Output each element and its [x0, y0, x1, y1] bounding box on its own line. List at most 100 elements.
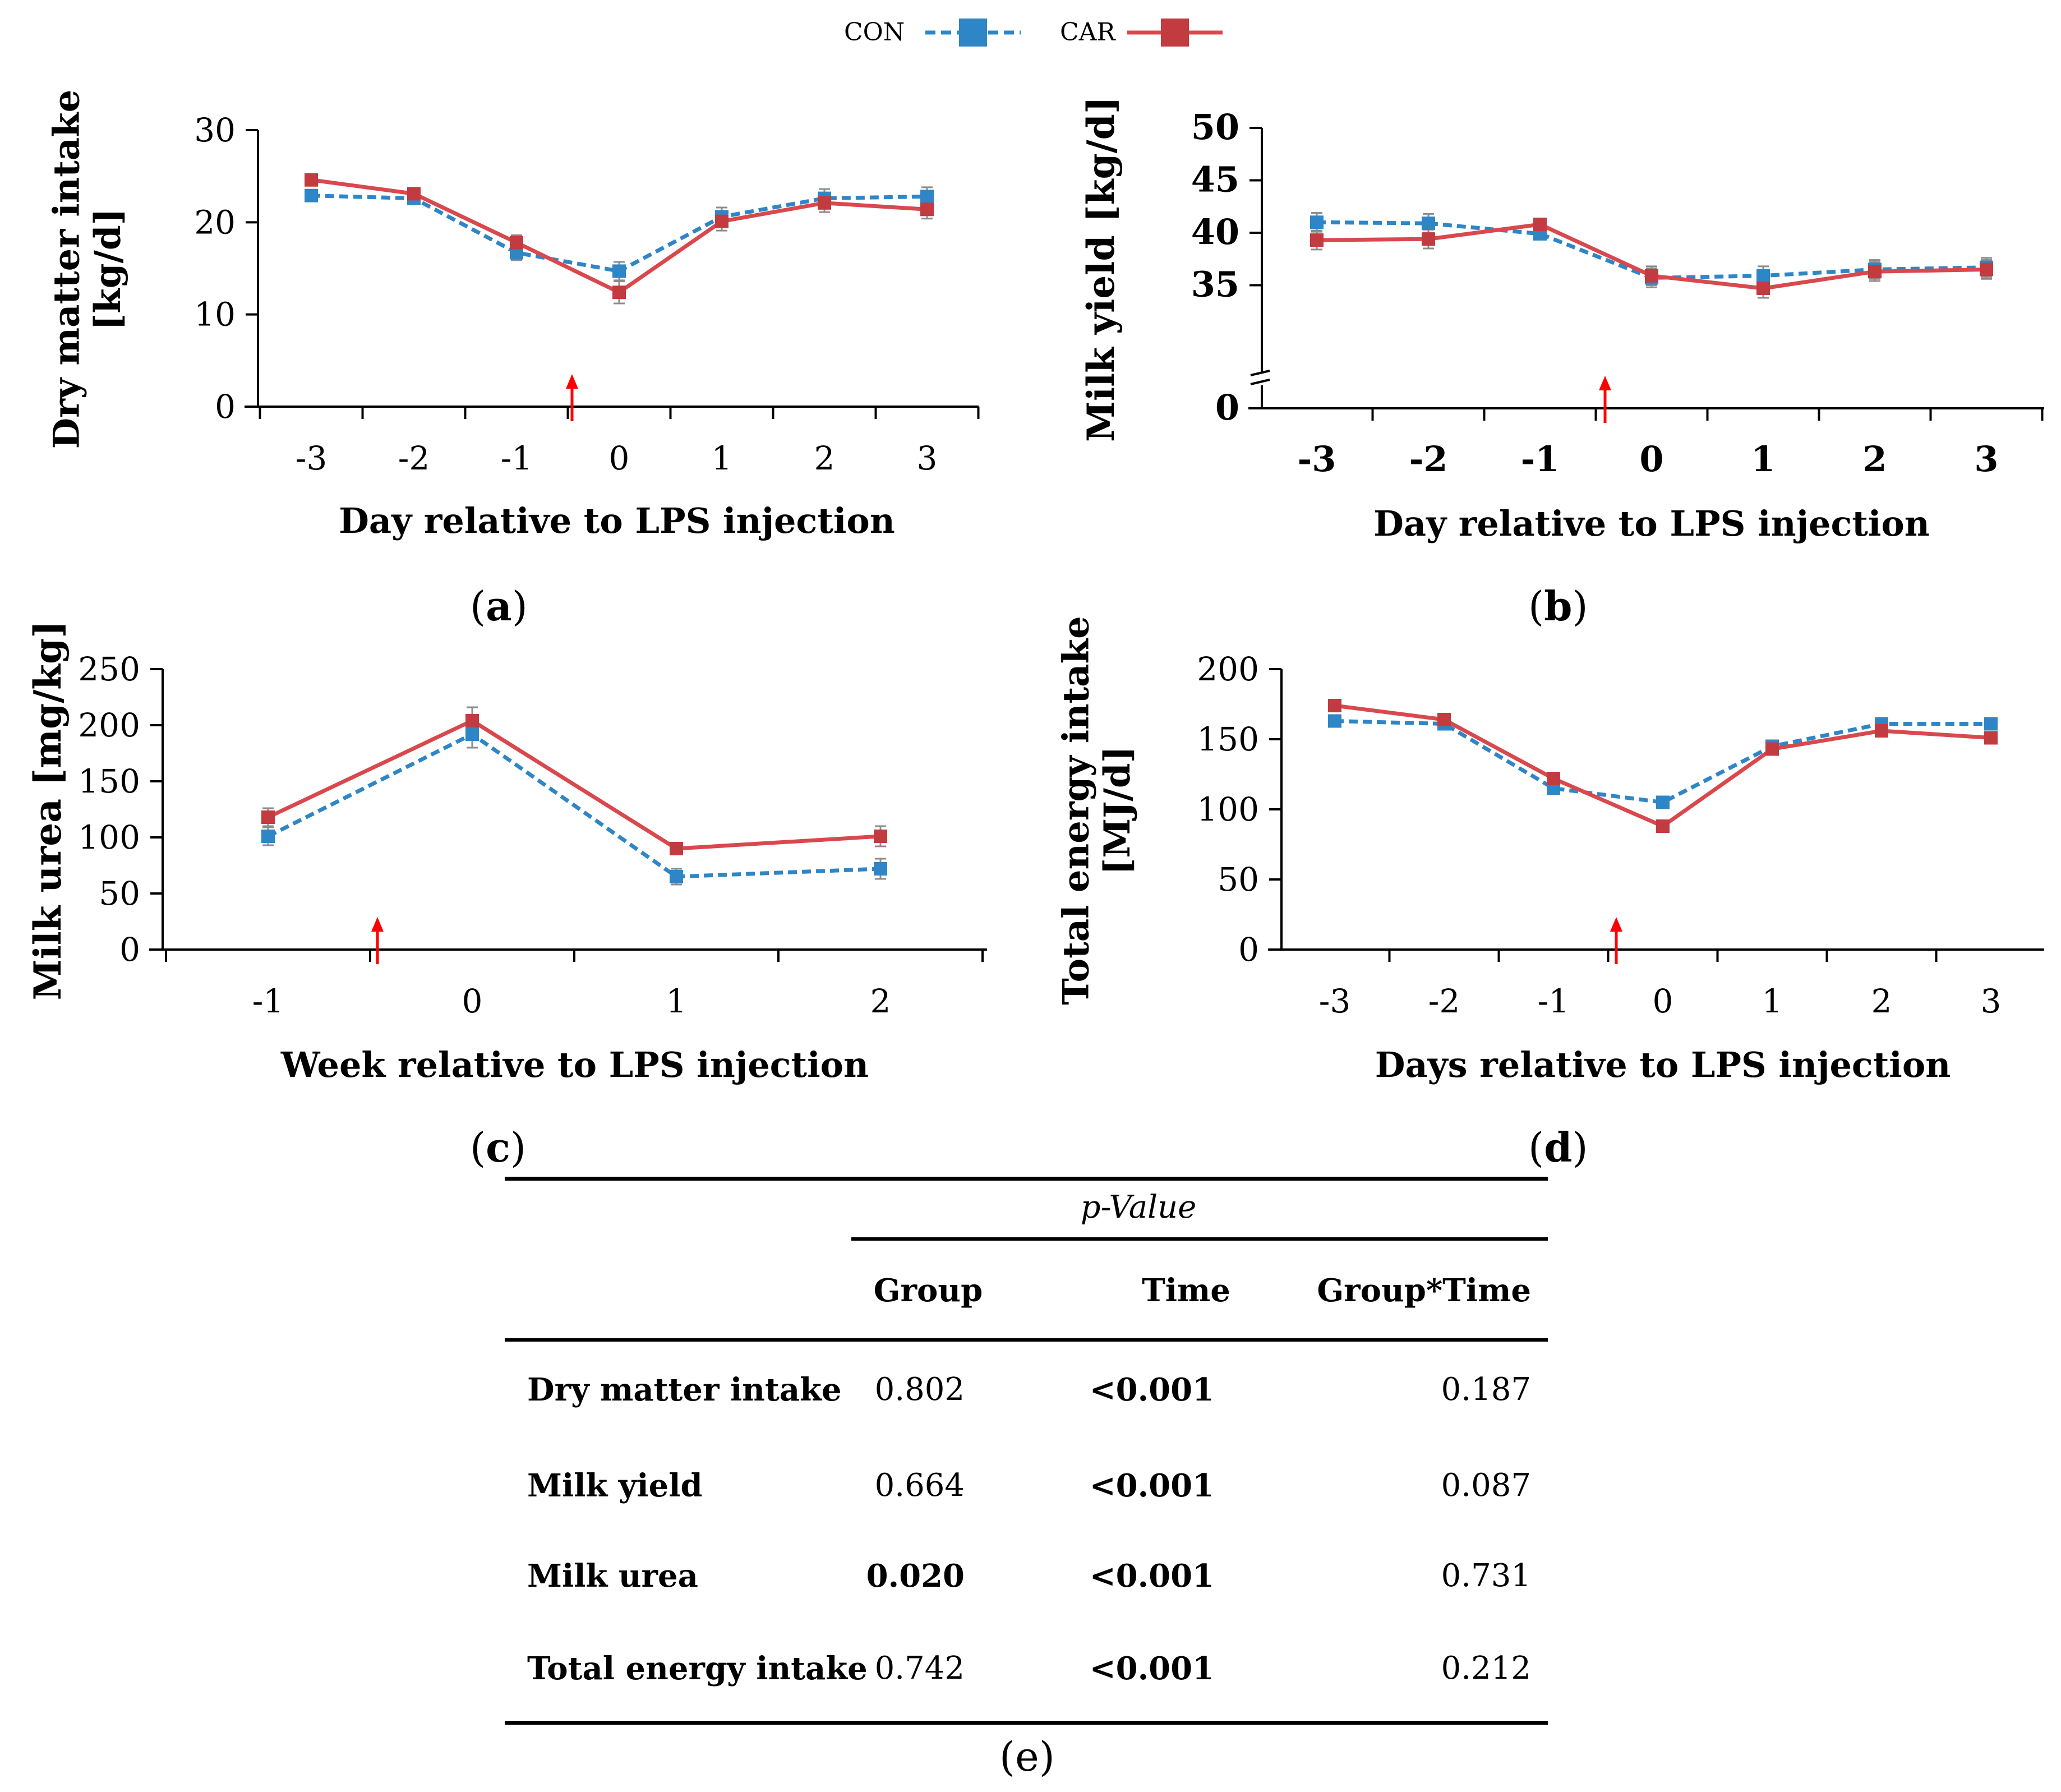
caption-a: (a)	[470, 582, 528, 630]
legend-label-con: CON	[844, 18, 905, 47]
data-point-car	[1533, 218, 1547, 232]
y-axis-label: Milk yield [kg/d]	[1079, 96, 1123, 442]
lps-arrow-head	[1599, 376, 1611, 390]
data-point-con	[465, 727, 479, 741]
cell-group-time: 0.087	[1441, 1467, 1531, 1504]
x-tick-label: -1	[501, 439, 533, 477]
x-tick-label: 2	[870, 982, 891, 1020]
col-header-time: Time	[1142, 1272, 1230, 1309]
data-point-car	[261, 810, 275, 824]
data-point-car	[1984, 731, 1998, 745]
x-tick-label: 1	[1751, 439, 1775, 480]
y-tick-label: 0	[1215, 387, 1239, 428]
caption-e: (e)	[999, 1733, 1055, 1780]
y-tick-label: 200	[78, 706, 140, 744]
chart-dry-matter-intake: 0 10 20 30 -3 -2 -1 0 1 2 3 Day relative to LPS inj…	[46, 90, 980, 541]
data-point-con	[1984, 717, 1998, 731]
data-point-car	[305, 173, 318, 187]
caption-b-letter: b	[1544, 582, 1573, 630]
data-point-car	[1656, 819, 1670, 833]
row-label: Milk yield	[527, 1467, 703, 1504]
row-label: Dry matter intake	[527, 1371, 842, 1408]
lps-arrow-head	[566, 374, 578, 389]
caption-d-letter: d	[1544, 1123, 1573, 1171]
y-tick-label: 0	[1238, 930, 1259, 969]
data-point-car	[715, 214, 729, 228]
y-axis-label: [MJ/d]	[1096, 746, 1138, 875]
data-point-car	[1980, 262, 1993, 277]
data-point-con	[261, 830, 275, 843]
data-point-car	[510, 236, 523, 250]
y-axis-label: Dry matter intake	[46, 90, 88, 449]
x-tick-label: -3	[1319, 982, 1351, 1020]
legend-marker-car	[1161, 19, 1189, 47]
y-tick-label: 35	[1191, 264, 1239, 305]
cell-group: 0.802	[874, 1371, 965, 1408]
lps-arrow-head	[371, 917, 384, 932]
cell-time: <0.001	[1089, 1558, 1214, 1595]
data-point-car	[1437, 713, 1451, 726]
table-header-rule	[505, 1338, 1548, 1342]
y-tick-label: 250	[78, 650, 140, 688]
data-point-car	[874, 830, 887, 843]
y-tick-label: 150	[1197, 720, 1259, 758]
x-tick-label: -1	[1521, 439, 1560, 480]
y-tick-label: 200	[1197, 650, 1259, 688]
x-tick-label: 3	[1974, 439, 1998, 480]
data-point-con	[1422, 216, 1435, 231]
x-axis-label: Week relative to LPS injection	[280, 1044, 869, 1085]
series-line-con	[267, 732, 881, 879]
caption-c: (c)	[470, 1123, 527, 1171]
y-tick-label: 40	[1191, 211, 1239, 252]
data-point-car	[1756, 282, 1770, 296]
data-point-con	[1310, 215, 1324, 229]
series-line-car	[267, 718, 881, 851]
x-tick-label: -3	[1298, 439, 1336, 480]
data-point-con	[1756, 269, 1770, 283]
x-tick-label: 1	[712, 439, 732, 477]
x-tick-label: 2	[1871, 982, 1892, 1020]
y-tick-label: 20	[194, 203, 236, 241]
x-tick-label: -3	[296, 439, 328, 477]
table-bottom-rule	[505, 1721, 1548, 1725]
x-tick-label: 3	[1981, 982, 2002, 1020]
y-tick-label: 0	[119, 930, 140, 969]
data-point-car	[465, 714, 479, 727]
data-point-car	[1547, 772, 1560, 785]
data-point-con	[874, 862, 887, 876]
data-point-car	[1422, 232, 1435, 246]
y-tick-label: 45	[1191, 159, 1239, 200]
x-tick-label: 0	[1653, 982, 1673, 1020]
data-point-car	[1645, 269, 1658, 283]
p-value-table: p-Value Group Time Group*Time Dry matter…	[505, 1167, 1548, 1727]
y-tick-label: 50	[1191, 107, 1239, 148]
x-tick-label: 1	[666, 982, 687, 1020]
legend: CON CAR	[844, 18, 1223, 47]
x-tick-label: -2	[1428, 982, 1460, 1020]
cell-time: <0.001	[1089, 1467, 1214, 1504]
data-point-car	[670, 842, 683, 855]
y-axis-label: Milk urea [mg/kg]	[26, 621, 70, 1001]
axis-break-mark	[1250, 379, 1270, 385]
caption-c-letter: c	[486, 1123, 510, 1171]
chart-total-energy-intake: 0 50 100 150 200 -3 -2 -1 0 1 2 3 Days relative to L…	[1055, 616, 2044, 1085]
legend-marker-con	[959, 19, 987, 47]
data-point-con	[920, 190, 934, 204]
table-group-rule	[851, 1237, 1548, 1241]
data-point-car	[1765, 742, 1779, 756]
data-point-con	[1328, 714, 1341, 728]
caption-d: (d)	[1528, 1123, 1588, 1171]
data-point-car	[407, 187, 421, 201]
cell-group: 0.742	[874, 1650, 965, 1687]
x-tick-label: -1	[252, 982, 284, 1020]
data-point-car	[612, 285, 626, 300]
y-axis-label: [kg/d]	[87, 208, 129, 330]
y-tick-label: 150	[78, 762, 140, 800]
data-point-car	[1328, 699, 1341, 712]
x-axis-label: Day relative to LPS injection	[1373, 503, 1930, 544]
table-group-header: p-Value	[1080, 1189, 1197, 1226]
col-header-group: Group	[873, 1272, 983, 1309]
cell-time: <0.001	[1089, 1650, 1214, 1687]
